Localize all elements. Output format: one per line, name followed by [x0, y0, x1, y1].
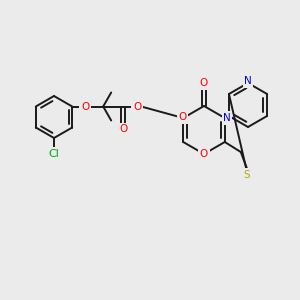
Text: O: O	[178, 112, 186, 122]
Text: N: N	[244, 76, 252, 86]
Text: O: O	[119, 124, 127, 134]
Text: Cl: Cl	[49, 149, 59, 159]
Text: N: N	[223, 113, 231, 123]
Text: O: O	[81, 101, 89, 112]
Text: O: O	[133, 101, 141, 112]
Text: O: O	[200, 78, 208, 88]
Text: O: O	[200, 149, 208, 159]
Text: S: S	[244, 170, 250, 180]
